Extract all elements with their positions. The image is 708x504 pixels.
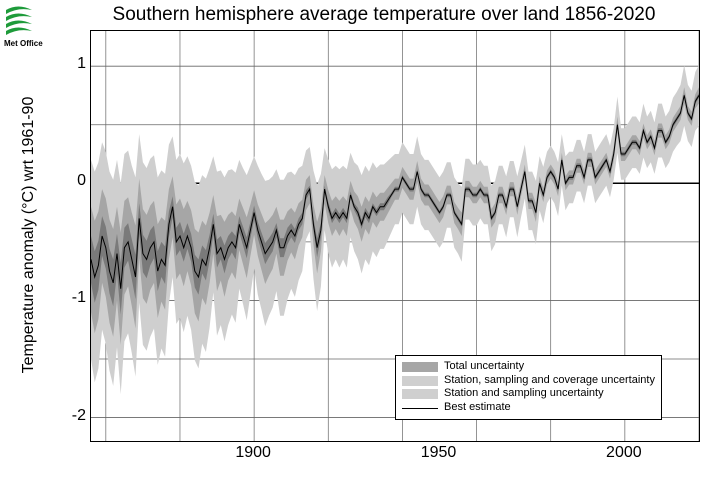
y-axis-label: Temperature anomaly (°C) wrt 1961-90 [20, 30, 50, 440]
chart-container: Met Office Southern hemisphere average t… [0, 0, 708, 504]
x-tick-label: 1950 [408, 444, 468, 462]
y-tick-label: -1 [46, 289, 86, 307]
y-tick-label: 1 [46, 55, 86, 73]
legend-item: Station and sampling uncertainty [402, 387, 655, 401]
legend: Total uncertaintyStation, sampling and c… [395, 355, 662, 420]
x-tick-label: 2000 [594, 444, 654, 462]
plot-area: Total uncertaintyStation, sampling and c… [90, 30, 700, 442]
y-tick-label: 0 [46, 172, 86, 190]
legend-item: Station, sampling and coverage uncertain… [402, 374, 655, 388]
legend-swatch [402, 389, 438, 399]
legend-item: Total uncertainty [402, 360, 655, 374]
y-tick-label: -2 [46, 407, 86, 425]
legend-swatch [402, 362, 438, 372]
x-tick-label: 1900 [223, 444, 283, 462]
legend-label: Total uncertainty [444, 360, 524, 374]
legend-item: Best estimate [402, 401, 655, 415]
legend-label: Station, sampling and coverage uncertain… [444, 374, 655, 388]
legend-label: Best estimate [444, 401, 511, 415]
legend-swatch [402, 376, 438, 386]
legend-swatch-line [402, 403, 438, 413]
chart-title: Southern hemisphere average temperature … [70, 4, 698, 26]
legend-label: Station and sampling uncertainty [444, 387, 604, 401]
